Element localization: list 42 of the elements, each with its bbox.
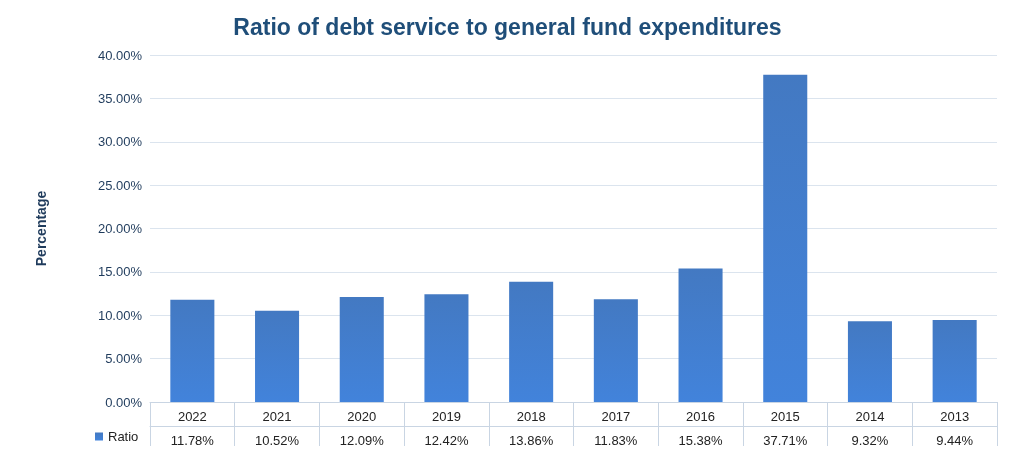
legend-label: Ratio (108, 429, 139, 444)
y-tick-label: 40.00% (97, 47, 143, 63)
y-axis-title: Percentage (33, 190, 49, 267)
y-tick-label: 10.00% (97, 307, 143, 323)
x-tick-label: 2019 (431, 409, 461, 424)
data-label: 9.32% (851, 433, 889, 448)
bar (339, 297, 384, 402)
bar (424, 294, 469, 402)
x-tick-label: 2020 (347, 409, 377, 424)
data-label: 11.78% (170, 433, 215, 448)
data-label: 12.42% (424, 433, 469, 448)
chart-title: Ratio of debt service to general fund expenditures (233, 13, 782, 40)
y-tick-label: 15.00% (97, 264, 143, 280)
bar (763, 74, 808, 402)
data-label: 13.86% (509, 433, 554, 448)
x-tick-label: 2017 (601, 409, 631, 424)
y-tick-label: 35.00% (97, 90, 143, 106)
bar (932, 320, 977, 402)
data-label: 12.09% (339, 433, 385, 448)
bar (678, 268, 723, 402)
bar (509, 281, 554, 402)
x-tick-label: 2016 (686, 409, 716, 424)
data-label: 10.52% (255, 433, 300, 448)
bar (255, 310, 300, 402)
x-tick-label: 2021 (262, 409, 292, 424)
x-tick-label: 2013 (940, 409, 970, 424)
y-tick-label: 0.00% (105, 394, 143, 410)
y-tick-label: 30.00% (97, 134, 143, 150)
data-label: 11.83% (594, 433, 638, 448)
bar (847, 321, 892, 402)
y-tick-label: 20.00% (97, 221, 143, 236)
bar (593, 299, 638, 402)
x-tick-label: 2018 (516, 409, 546, 424)
data-label: 15.38% (678, 433, 724, 448)
bar (170, 299, 215, 402)
y-tick-label: 25.00% (97, 177, 143, 193)
x-tick-label: 2014 (855, 409, 885, 424)
x-tick-label: 2015 (770, 409, 800, 424)
x-tick-label: 2022 (177, 409, 207, 424)
data-label: 37.71% (763, 433, 808, 448)
y-tick-label: 5.00% (105, 351, 143, 367)
data-label: 9.44% (936, 433, 974, 448)
